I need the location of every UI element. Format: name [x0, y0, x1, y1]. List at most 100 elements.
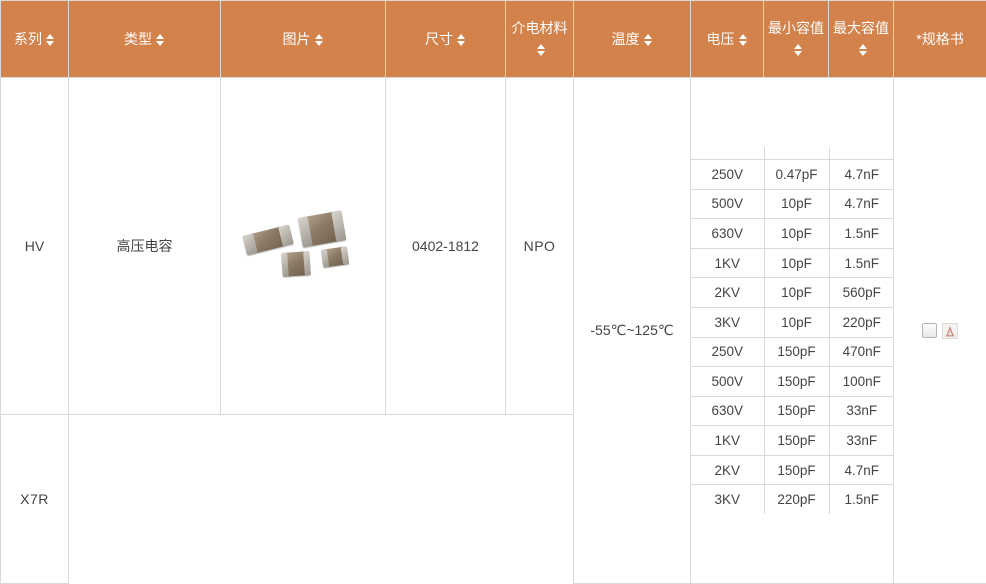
spec-min-capacitance [764, 147, 829, 160]
spec-min-capacitance: 150pF [764, 367, 829, 397]
column-header-max-capacitance[interactable]: 最大容值 [829, 1, 894, 78]
column-header-series[interactable]: 系列 [1, 1, 69, 78]
spec-voltage: 3KV [691, 307, 764, 337]
spec-min-capacitance: 150pF [764, 396, 829, 426]
spec-row: 2KV 150pF 4.7nF [691, 455, 894, 485]
column-header-size[interactable]: 尺寸 [386, 1, 506, 78]
spec-voltage: 500V [691, 189, 764, 219]
spec-row: 250V 0.47pF 4.7nF [691, 159, 894, 189]
sort-icon-temperature[interactable] [644, 33, 653, 47]
column-header-voltage[interactable]: 电压 [691, 1, 764, 78]
spec-min-capacitance: 150pF [764, 426, 829, 456]
spec-max-capacitance: 4.7nF [829, 159, 894, 189]
column-header-image[interactable]: 图片 [221, 1, 386, 78]
spec-row: 1KV 150pF 33nF [691, 426, 894, 456]
spec-voltage: 630V [691, 396, 764, 426]
spec-voltage: 250V [691, 337, 764, 367]
table-header: 系列 类型 图片 尺寸 介电材料 温度 电压 最小容值 [1, 1, 986, 78]
table-body: HV 高压电容 0402-1812 NPO -55℃~125℃ [1, 78, 986, 584]
spec-row: 250V 150pF 470nF [691, 337, 894, 367]
spec-row: 1KV 10pF 1.5nF [691, 248, 894, 278]
spec-min-capacitance: 10pF [764, 189, 829, 219]
spec-row: 500V 10pF 4.7nF [691, 189, 894, 219]
spec-max-capacitance: 560pF [829, 278, 894, 308]
spec-min-capacitance: 150pF [764, 337, 829, 367]
spec-max-capacitance: 33nF [829, 426, 894, 456]
spec-max-capacitance: 1.5nF [829, 219, 894, 249]
column-header-type[interactable]: 类型 [69, 1, 221, 78]
spec-voltage: 2KV [691, 455, 764, 485]
header-label-size: 尺寸 [425, 31, 453, 47]
spec-voltage: 500V [691, 367, 764, 397]
spec-min-capacitance: 10pF [764, 219, 829, 249]
cell-datasheet [894, 78, 986, 584]
spec-min-capacitance: 10pF [764, 278, 829, 308]
spec-min-capacitance: 220pF [764, 485, 829, 514]
spec-min-capacitance: 10pF [764, 307, 829, 337]
header-label-voltage: 电压 [707, 31, 735, 47]
sort-icon-type[interactable] [156, 33, 165, 47]
header-row: 系列 类型 图片 尺寸 介电材料 温度 电压 最小容值 [1, 1, 986, 78]
sort-icon-image[interactable] [315, 33, 324, 47]
spec-max-capacitance: 470nF [829, 337, 894, 367]
cell-size: 0402-1812 [386, 78, 506, 415]
table-row: HV 高压电容 0402-1812 NPO -55℃~125℃ [1, 78, 986, 415]
cell-type: 高压电容 [69, 78, 221, 415]
spec-row: 630V 150pF 33nF [691, 396, 894, 426]
cell-dielectric-x7r: X7R [1, 415, 69, 584]
chip-capacitor-icon [281, 251, 311, 277]
sort-icon-size[interactable] [457, 33, 466, 47]
column-header-dielectric[interactable]: 介电材料 [506, 1, 574, 78]
voltage-spec-body: 250V 0.47pF 4.7nF 500V 10pF 4.7nF 630V 1… [691, 147, 894, 514]
sort-icon-series[interactable] [46, 33, 55, 47]
header-label-temperature: 温度 [612, 31, 640, 47]
sort-icon-voltage[interactable] [739, 33, 748, 47]
spec-row: 2KV 10pF 560pF [691, 278, 894, 308]
spec-row: 3KV 220pF 1.5nF [691, 485, 894, 514]
spec-row: 3KV 10pF 220pF [691, 307, 894, 337]
spec-row: 630V 10pF 1.5nF [691, 219, 894, 249]
cell-series: HV [1, 78, 69, 415]
cell-temperature: -55℃~125℃ [574, 78, 691, 584]
spec-voltage: 630V [691, 219, 764, 249]
spec-max-capacitance: 100nF [829, 367, 894, 397]
spec-min-capacitance: 0.47pF [764, 159, 829, 189]
column-header-datasheet: *规格书 [894, 1, 986, 78]
spec-max-capacitance [829, 147, 894, 160]
spec-voltage [691, 147, 764, 160]
datasheet-actions [894, 323, 986, 339]
product-photo [238, 206, 368, 286]
header-label-dielectric: 介电材料 [512, 20, 568, 36]
spec-row: 500V 150pF 100nF [691, 367, 894, 397]
chip-capacitor-icon [242, 224, 293, 255]
cell-voltage-spec-group: 250V 0.47pF 4.7nF 500V 10pF 4.7nF 630V 1… [691, 78, 894, 584]
cell-image [221, 78, 386, 415]
header-label-series: 系列 [14, 31, 42, 47]
spec-voltage: 1KV [691, 426, 764, 456]
spec-voltage: 1KV [691, 248, 764, 278]
sort-icon-min-capacitance[interactable] [794, 43, 803, 57]
chip-capacitor-icon [321, 246, 349, 267]
column-header-temperature[interactable]: 温度 [574, 1, 691, 78]
spec-min-capacitance: 10pF [764, 248, 829, 278]
spec-max-capacitance: 220pF [829, 307, 894, 337]
spec-max-capacitance: 1.5nF [829, 485, 894, 514]
spec-min-capacitance: 150pF [764, 455, 829, 485]
cell-dielectric-npo: NPO [506, 78, 574, 415]
chip-capacitor-icon [298, 210, 347, 247]
header-label-image: 图片 [283, 31, 311, 47]
column-header-min-capacitance[interactable]: 最小容值 [764, 1, 829, 78]
checkbox-icon[interactable] [922, 323, 937, 338]
spec-max-capacitance: 33nF [829, 396, 894, 426]
spec-voltage: 3KV [691, 485, 764, 514]
voltage-spec-table: 250V 0.47pF 4.7nF 500V 10pF 4.7nF 630V 1… [691, 147, 894, 514]
header-label-datasheet: *规格书 [916, 31, 963, 47]
pdf-icon[interactable] [942, 323, 958, 339]
spec-max-capacitance: 4.7nF [829, 455, 894, 485]
header-label-min-capacitance: 最小容值 [768, 20, 824, 36]
sort-icon-max-capacitance[interactable] [859, 43, 868, 57]
spec-max-capacitance: 4.7nF [829, 189, 894, 219]
header-label-type: 类型 [124, 31, 152, 47]
sort-icon-dielectric[interactable] [537, 43, 546, 57]
spec-max-capacitance: 1.5nF [829, 248, 894, 278]
